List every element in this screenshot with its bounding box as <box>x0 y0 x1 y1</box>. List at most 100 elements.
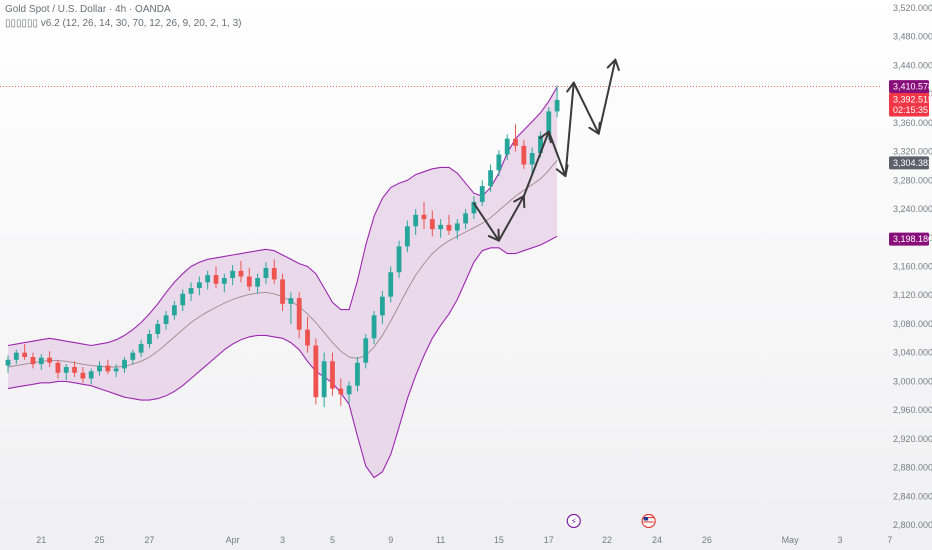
candle-body <box>554 99 560 112</box>
x-tick-label: 25 <box>95 535 105 545</box>
price-tag: 3,198.186 <box>889 232 932 246</box>
x-tick-label: 3 <box>280 535 285 545</box>
candle-body <box>63 367 69 373</box>
candle-body <box>271 267 277 280</box>
candle <box>513 124 518 152</box>
candle-body <box>205 275 211 283</box>
y-tick-label: 2,840.000 <box>893 491 932 501</box>
candle <box>488 164 493 192</box>
candle <box>446 214 452 235</box>
candle <box>496 150 502 177</box>
candle-body <box>296 298 302 330</box>
x-tick-label: May <box>782 535 800 545</box>
candle <box>554 85 560 118</box>
x-tick-label: 5 <box>330 535 335 545</box>
arrow-head <box>606 58 620 72</box>
candle-body <box>122 359 127 369</box>
candle <box>205 270 211 290</box>
badge-circle <box>566 513 581 529</box>
candle <box>371 311 377 345</box>
arrow-segment <box>497 195 525 242</box>
candle-body <box>488 170 493 187</box>
candle <box>404 220 410 253</box>
candle-body <box>538 135 543 154</box>
candle-body <box>172 305 177 316</box>
candle-body <box>446 224 452 231</box>
candle <box>463 209 468 230</box>
x-tick-label: 27 <box>144 535 154 545</box>
candle-body <box>371 315 377 339</box>
price-tag-label: 3,392.515 <box>893 95 932 105</box>
event-badges[interactable]: ⚡ <box>566 513 656 529</box>
candle-body <box>147 333 152 345</box>
y-tick-label: 3,480.000 <box>893 32 932 42</box>
candle-body <box>421 214 427 220</box>
candle <box>280 273 285 312</box>
candle-body <box>355 362 360 386</box>
candle <box>88 368 94 385</box>
candle-body <box>155 323 161 334</box>
drawing-arrows <box>472 58 620 242</box>
y-tick-label: 3,080.000 <box>893 319 932 329</box>
indicator-legend[interactable]: ▯▯▯▯▯▯ v6.2 (12, 26, 14, 30, 70, 12, 26,… <box>5 18 242 29</box>
candle <box>238 260 244 283</box>
lightning-icon[interactable]: ⚡ <box>566 513 581 529</box>
candle <box>163 311 169 330</box>
candle <box>97 361 102 376</box>
y-tick-label: 3,000.000 <box>893 376 932 386</box>
price-tag: 3,304.382 <box>889 156 932 170</box>
price-tag-label: 3,304.382 <box>893 158 932 168</box>
candle <box>230 265 236 286</box>
arrow-segment <box>522 130 550 198</box>
candle-body <box>504 138 510 155</box>
candle <box>196 276 202 296</box>
price-axis[interactable]: 3,520.0003,480.0003,440.0003,400.0003,36… <box>893 3 932 530</box>
candle <box>63 364 69 380</box>
candle-body <box>429 219 435 230</box>
candle <box>255 273 260 294</box>
candle-body <box>479 186 485 202</box>
candle <box>113 364 119 378</box>
candle-body <box>313 345 319 398</box>
badge-circle <box>641 513 656 529</box>
candle <box>80 367 86 383</box>
candle <box>72 361 77 378</box>
time-axis[interactable]: 21 25 27 Apr 3 5 9 11 15 17 22 24 26 May 3 7 <box>36 535 892 545</box>
x-tick-label: 7 <box>887 535 892 545</box>
candle-body <box>163 315 169 324</box>
x-tick-label: 17 <box>544 535 554 545</box>
price-tag-label: 02:15:35 <box>893 105 928 115</box>
y-tick-label: 3,360.000 <box>893 118 932 128</box>
candle-body <box>72 367 77 373</box>
candle-body <box>47 357 52 363</box>
price-tag-bg <box>889 80 929 94</box>
x-tick-label: 26 <box>702 535 712 545</box>
candle-body <box>396 246 402 273</box>
arrow-segment <box>564 81 575 178</box>
candle-body <box>305 329 310 346</box>
candle <box>30 352 36 369</box>
candle <box>105 359 111 375</box>
candle-body <box>213 275 219 284</box>
candle-body <box>188 288 194 294</box>
candle-body <box>280 279 285 304</box>
candle-body <box>463 213 468 224</box>
candle-body <box>55 362 61 373</box>
x-tick-label: 24 <box>652 535 662 545</box>
candle-body <box>130 352 136 360</box>
price-tag: 3,410.578 <box>889 80 932 94</box>
candle <box>221 273 227 293</box>
symbol-title[interactable]: Gold Spot / U.S. Dollar · 4h · OANDA <box>5 4 171 15</box>
flag-stripe <box>643 521 654 523</box>
x-tick-label: 3 <box>837 535 842 545</box>
candle <box>396 240 402 278</box>
candle <box>521 140 527 169</box>
candle <box>246 267 252 291</box>
us-flag-icon[interactable] <box>641 513 656 529</box>
x-tick-label: Apr <box>226 535 240 545</box>
candle <box>529 147 535 174</box>
candle-body <box>288 298 294 304</box>
